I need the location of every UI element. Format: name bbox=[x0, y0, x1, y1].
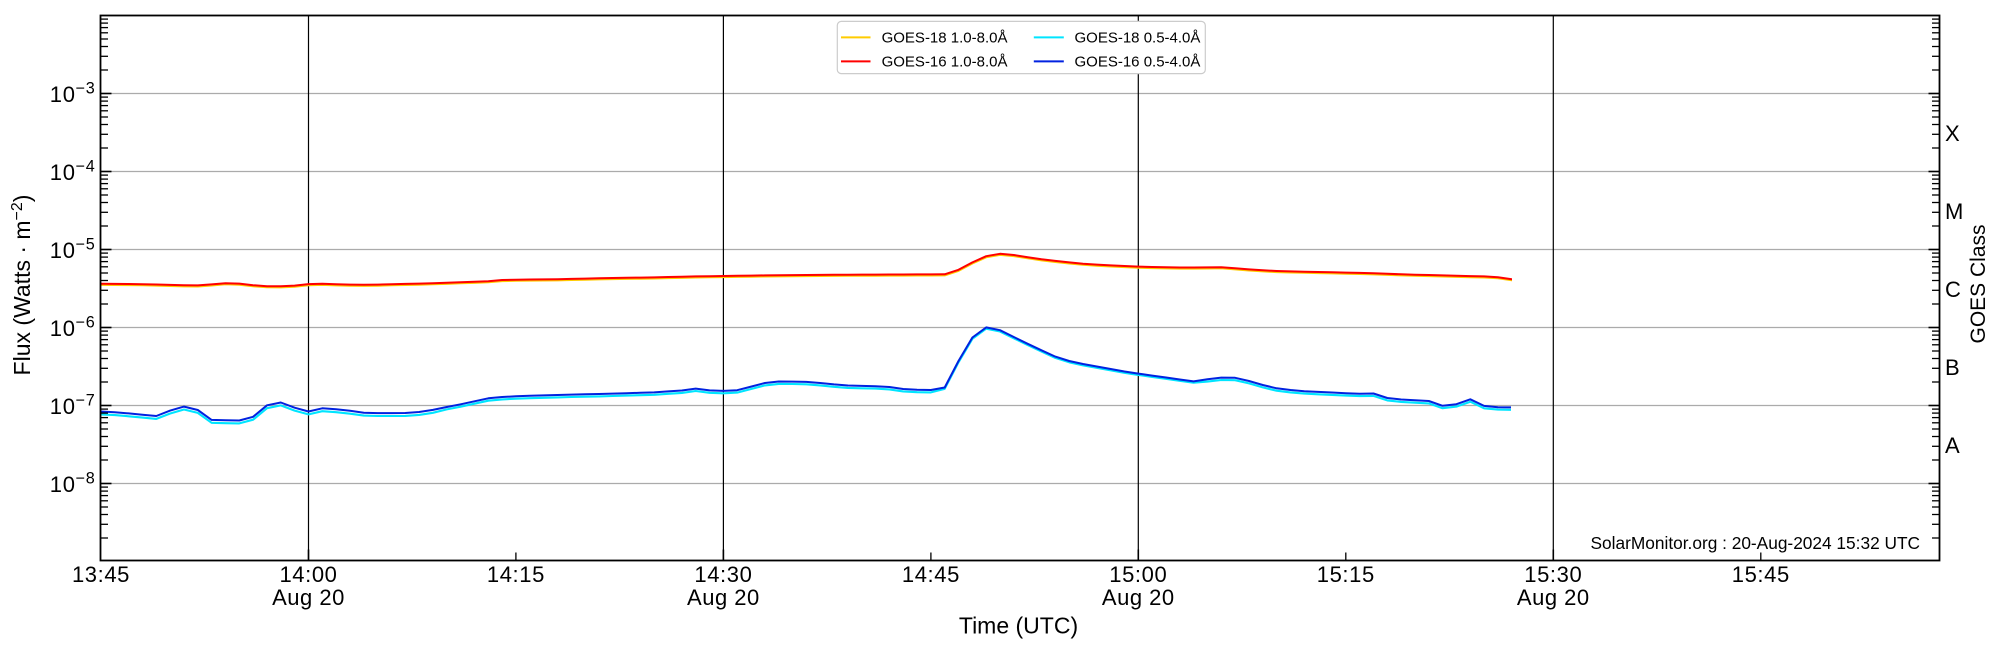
svg-text:GOES Class: GOES Class bbox=[1967, 224, 1990, 343]
svg-text:14:15: 14:15 bbox=[487, 562, 545, 587]
svg-text:GOES-16 1.0-8.0Å: GOES-16 1.0-8.0Å bbox=[882, 54, 1008, 71]
svg-text:M: M bbox=[1945, 199, 1963, 224]
svg-text:10−3: 10−3 bbox=[50, 80, 96, 108]
svg-text:14:45: 14:45 bbox=[902, 562, 960, 587]
svg-text:GOES-16 0.5-4.0Å: GOES-16 0.5-4.0Å bbox=[1075, 54, 1201, 71]
svg-text:X: X bbox=[1945, 121, 1960, 146]
svg-text:15:15: 15:15 bbox=[1317, 562, 1375, 587]
svg-text:14:30: 14:30 bbox=[694, 562, 752, 587]
svg-text:Flux (Watts · m−2): Flux (Watts · m−2) bbox=[9, 195, 35, 376]
svg-text:Aug 20: Aug 20 bbox=[1517, 585, 1590, 610]
svg-text:15:30: 15:30 bbox=[1524, 562, 1582, 587]
svg-text:15:00: 15:00 bbox=[1109, 562, 1167, 587]
svg-text:Aug 20: Aug 20 bbox=[687, 585, 760, 610]
svg-text:13:45: 13:45 bbox=[72, 562, 130, 587]
svg-text:Time (UTC): Time (UTC) bbox=[959, 613, 1078, 639]
svg-text:Aug 20: Aug 20 bbox=[1102, 585, 1175, 610]
svg-text:A: A bbox=[1945, 433, 1960, 458]
svg-text:C: C bbox=[1945, 277, 1961, 302]
svg-text:15:45: 15:45 bbox=[1732, 562, 1790, 587]
svg-text:GOES-18 0.5-4.0Å: GOES-18 0.5-4.0Å bbox=[1075, 30, 1201, 47]
svg-text:14:00: 14:00 bbox=[279, 562, 337, 587]
svg-text:GOES-18 1.0-8.0Å: GOES-18 1.0-8.0Å bbox=[882, 30, 1008, 47]
svg-text:B: B bbox=[1945, 355, 1960, 380]
svg-text:SolarMonitor.org : 20-Aug-2024: SolarMonitor.org : 20-Aug-2024 15:32 UTC bbox=[1591, 533, 1920, 553]
svg-text:Aug 20: Aug 20 bbox=[272, 585, 345, 610]
svg-text:10−8: 10−8 bbox=[50, 470, 96, 498]
